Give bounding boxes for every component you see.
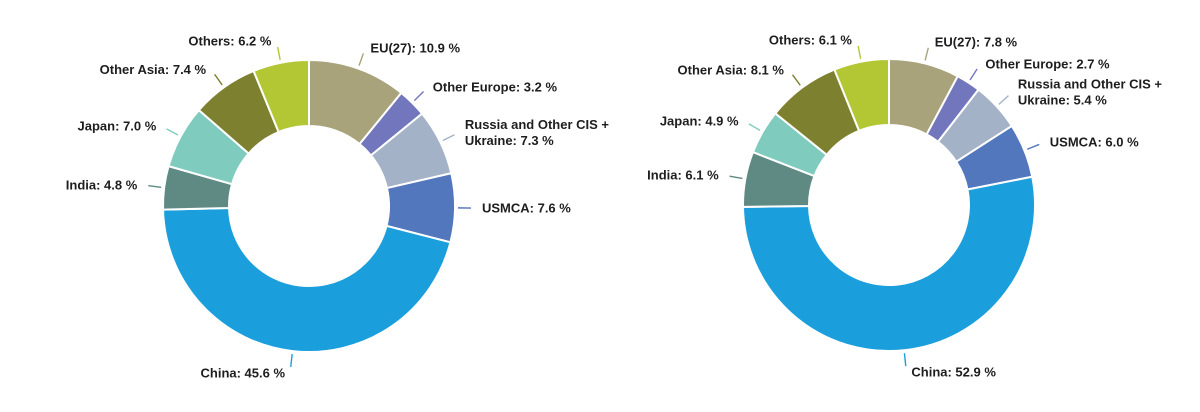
- label-leader-line: [276, 46, 281, 60]
- label-leader-line: [969, 68, 978, 81]
- slice-label-others: Others: 6.2 %: [188, 34, 272, 49]
- label-leader-line: [924, 47, 929, 61]
- label-leader-line: [903, 353, 907, 367]
- pie-slice-others[interactable]: [833, 58, 890, 132]
- slice-label-india: India: 4.8 %: [66, 177, 138, 192]
- slice-label-india: India: 6.1 %: [647, 168, 719, 183]
- donut-chart-right: EU(27): 7.8 % Other Europe: 2.7 % Russia a…: [647, 33, 1162, 380]
- label-leader-line: [413, 90, 425, 102]
- label-leader-line: [442, 134, 455, 142]
- pie-slice-others[interactable]: [252, 59, 310, 133]
- slice-label-russia-and-other-cis-ukraine: Russia and Other CIS + Ukraine: 7.3 %: [465, 117, 610, 148]
- slice-label-other-asia: Other Asia: 7.4 %: [100, 62, 207, 77]
- slice-label-russia-and-other-cis-ukraine: Russia and Other CIS + Ukraine: 5.4 %: [1018, 77, 1163, 108]
- label-leader-line: [729, 175, 743, 180]
- label-leader-line: [166, 128, 179, 136]
- slice-label-eu-27: EU(27): 7.8 %: [935, 35, 1018, 50]
- label-leader-line: [358, 53, 365, 66]
- slice-label-eu-27: EU(27): 10.9 %: [370, 40, 460, 55]
- pie-slice-china[interactable]: [162, 207, 452, 353]
- slice-label-japan: Japan: 7.0 %: [78, 118, 157, 133]
- label-leader-line: [1026, 143, 1040, 150]
- slice-label-japan: Japan: 4.9 %: [660, 113, 739, 128]
- label-leader-line: [214, 73, 223, 86]
- slice-label-china: China: 52.9 %: [911, 365, 996, 380]
- slice-label-china: China: 45.6 %: [201, 365, 286, 380]
- slice-label-other-europe: Other Europe: 2.7 %: [985, 57, 1110, 72]
- label-leader-line: [748, 123, 761, 131]
- slice-label-other-asia: Other Asia: 8.1 %: [678, 63, 785, 78]
- label-leader-line: [148, 185, 162, 189]
- slice-label-usmca: USMCA: 6.0 %: [1050, 135, 1139, 150]
- donut-chart-left: EU(27): 10.9 % Other Europe: 3.2 % Russia …: [66, 34, 610, 381]
- pie-slice-china[interactable]: [742, 175, 1036, 352]
- slice-label-other-europe: Other Europe: 3.2 %: [433, 80, 558, 95]
- label-leader-line: [791, 74, 801, 86]
- slice-label-usmca: USMCA: 7.6 %: [482, 201, 571, 216]
- label-leader-line: [290, 353, 293, 368]
- label-leader-line: [857, 45, 862, 59]
- label-leader-line: [998, 95, 1009, 105]
- slice-label-others: Others: 6.1 %: [769, 33, 853, 48]
